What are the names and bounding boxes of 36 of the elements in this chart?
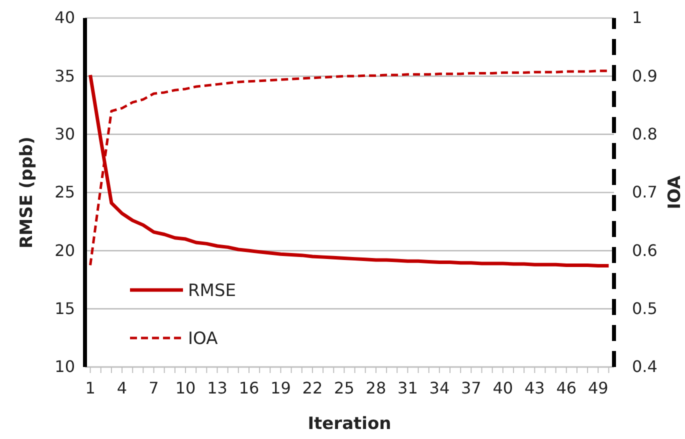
y2-tick-label: 0.9	[632, 66, 658, 86]
y2-axis-title: IOA	[665, 174, 685, 210]
x-tick-label: 7	[148, 378, 159, 398]
y-tick-label: 15	[54, 298, 75, 318]
x-tick-label: 34	[429, 378, 450, 398]
legend-label: IOA	[188, 328, 218, 349]
x-tick-label: 31	[398, 378, 418, 398]
y-tick-label: 30	[54, 124, 75, 144]
y-tick-label: 25	[54, 182, 75, 202]
x-tick-label: 19	[270, 378, 291, 398]
y2-tick-label: 0.6	[632, 240, 658, 260]
y-axis-title: RMSE (ppb)	[17, 136, 37, 248]
x-tick-label: 13	[207, 378, 228, 398]
x-tick-label: 22	[302, 378, 323, 398]
y-tick-label: 10	[54, 357, 75, 376]
y2-tick-label: 0.8	[632, 124, 658, 144]
y2-tick-label: 0.7	[632, 182, 658, 202]
x-tick-label: 43	[524, 378, 545, 398]
x-tick-label: 28	[366, 378, 386, 398]
legend-label: RMSE	[188, 280, 236, 301]
y2-tick-label: 1	[632, 8, 642, 28]
x-tick-label: 46	[556, 378, 577, 398]
x-tick-label: 1	[85, 378, 96, 398]
y2-tick-label: 0.5	[632, 298, 658, 318]
y-tick-label: 40	[54, 8, 75, 28]
y2-tick-label: 0.4	[632, 357, 658, 376]
x-tick-label: 37	[460, 378, 482, 398]
x-axis-title: Iteration	[308, 414, 392, 434]
x-tick-label: 49	[588, 378, 608, 398]
x-tick-label: 40	[492, 378, 514, 398]
x-tick-label: 25	[334, 378, 354, 398]
x-tick-label: 10	[175, 378, 196, 398]
y-tick-label: 20	[54, 240, 75, 260]
x-tick-label: 16	[238, 378, 260, 398]
y-tick-label: 35	[54, 66, 75, 86]
x-tick-label: 4	[116, 378, 128, 398]
